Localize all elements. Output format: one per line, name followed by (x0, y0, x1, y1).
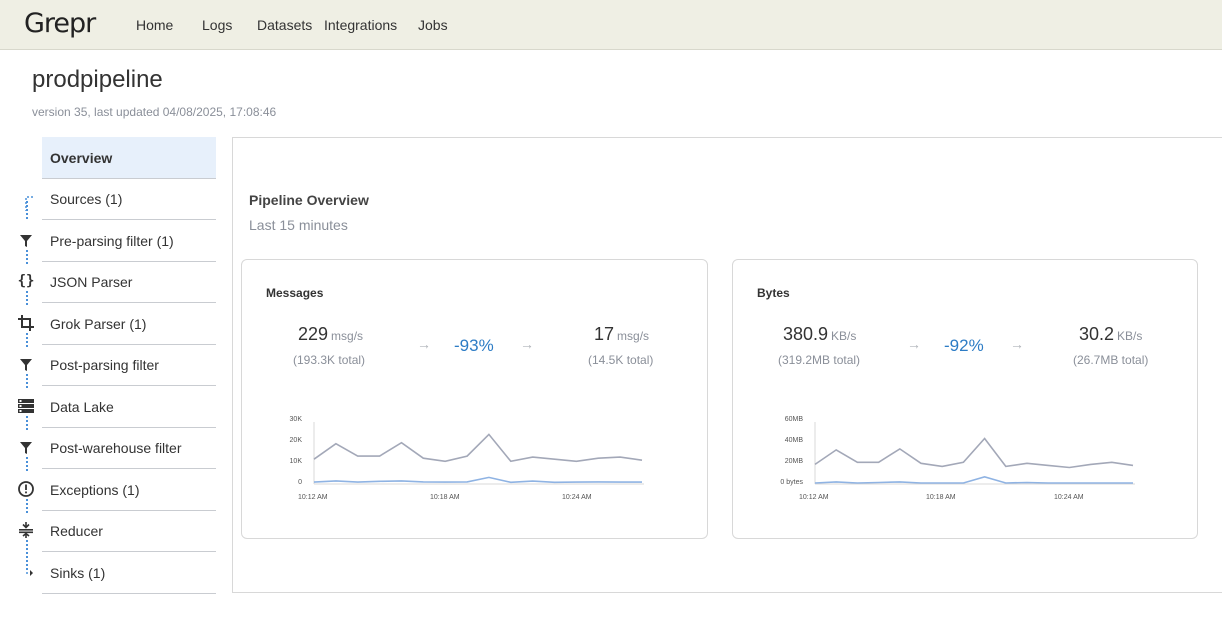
nav-jobs[interactable]: Jobs (418, 17, 448, 33)
flow-connector (26, 540, 28, 570)
sidebar-item-data-lake[interactable]: Data Lake (42, 386, 216, 428)
flow-connector (26, 201, 28, 219)
crop-icon (18, 315, 34, 331)
sidebar-item-post-warehouse-filter[interactable]: Post-warehouse filter (42, 427, 216, 469)
series-line-1 (814, 475, 1133, 484)
bytes-card: Bytes 380.9 KB/s (319.2MB total) → -92% →… (732, 259, 1198, 539)
messages-in-rate: 229 msg/s (298, 324, 364, 344)
bytes-in-rate: 380.9 KB/s (783, 324, 857, 344)
sidebar-item-sinks[interactable]: Sinks (1) (42, 552, 216, 594)
y-tick-label: 60MB (784, 416, 803, 423)
x-tick-label: 10:24 AM (1054, 494, 1084, 501)
storage-icon (18, 399, 34, 413)
card-title: Bytes (757, 286, 790, 300)
messages-out-total: (14.5K total) (588, 353, 654, 367)
flow-connector (26, 457, 28, 471)
section-title: Pipeline Overview (249, 192, 369, 208)
sidebar-item-post-parsing-filter[interactable]: Post-parsing filter (42, 344, 216, 386)
bytes-reduction: -92% (944, 336, 984, 355)
flow-connector (26, 291, 28, 305)
bytes-out-total: (26.7MB total) (1073, 353, 1149, 367)
top-navigation-bar: Grepr Home Logs Datasets Integrations Jo… (0, 0, 1222, 50)
messages-chart (313, 422, 644, 485)
sidebar-item-reducer[interactable]: Reducer (42, 510, 216, 552)
main-panel (232, 137, 1222, 593)
flow-connector (26, 250, 28, 264)
flow-end-icon (26, 570, 33, 576)
page-title: prodpipeline (32, 66, 163, 93)
compress-icon (19, 522, 33, 538)
y-tick-label: 0 (298, 479, 302, 486)
braces-icon: {} (17, 273, 35, 289)
y-tick-label: 20MB (784, 458, 803, 465)
arrow-icon: → (1010, 336, 1024, 352)
y-tick-label: 40MB (784, 437, 803, 444)
y-tick-label: 10K (289, 458, 302, 465)
sidebar-item-pre-parsing-filter[interactable]: Pre-parsing filter (1) (42, 220, 216, 262)
flow-start-icon (25, 196, 35, 211)
card-title: Messages (266, 286, 324, 300)
filter-icon (20, 235, 32, 247)
messages-reduction: -93% (454, 336, 494, 355)
nav-datasets[interactable]: Datasets (257, 17, 313, 33)
arrow-icon: → (520, 336, 534, 352)
arrow-icon: → (907, 336, 921, 352)
flow-connector (26, 499, 28, 513)
series-line-1 (313, 476, 642, 484)
flow-connector (26, 416, 28, 430)
y-tick-label: 0 bytes (780, 479, 803, 486)
bytes-out-rate: 30.2 KB/s (1079, 324, 1143, 344)
x-tick-label: 10:18 AM (430, 494, 460, 501)
messages-in-total: (193.3K total) (293, 353, 366, 367)
x-tick-label: 10:24 AM (562, 494, 592, 501)
arrow-icon: → (417, 336, 431, 352)
bytes-in-total: (319.2MB total) (778, 353, 861, 367)
grepr-logo[interactable]: Grepr (24, 8, 96, 39)
series-line-0 (313, 433, 643, 463)
x-tick-label: 10:12 AM (298, 494, 328, 501)
messages-out-rate: 17 msg/s (594, 324, 650, 344)
alert-circle-icon (18, 481, 34, 497)
sidebar-item-overview[interactable]: Overview (42, 137, 216, 179)
x-tick-label: 10:12 AM (799, 494, 829, 501)
series-line-0 (814, 437, 1134, 469)
version-info: version 35, last updated 04/08/2025, 17:… (32, 105, 277, 119)
messages-card: Messages 229 msg/s (193.3K total) → -93% … (241, 259, 708, 539)
sidebar-item-grok-parser[interactable]: Grok Parser (1) (42, 303, 216, 345)
nav-logs[interactable]: Logs (202, 17, 233, 33)
filter-icon (20, 359, 32, 371)
bytes-chart (814, 422, 1135, 485)
sidebar-item-sources[interactable]: Sources (1) (42, 178, 216, 220)
flow-connector (26, 333, 28, 347)
y-tick-label: 30K (289, 416, 302, 423)
nav-home[interactable]: Home (136, 17, 174, 33)
filter-icon (20, 442, 32, 454)
section-subtitle: Last 15 minutes (249, 217, 348, 233)
nav-integrations[interactable]: Integrations (324, 17, 398, 33)
sidebar-item-json-parser[interactable]: JSON Parser (42, 261, 216, 303)
x-tick-label: 10:18 AM (926, 494, 956, 501)
flow-connector (26, 374, 28, 388)
sidebar-item-exceptions[interactable]: Exceptions (1) (42, 469, 216, 511)
y-tick-label: 20K (289, 437, 302, 444)
